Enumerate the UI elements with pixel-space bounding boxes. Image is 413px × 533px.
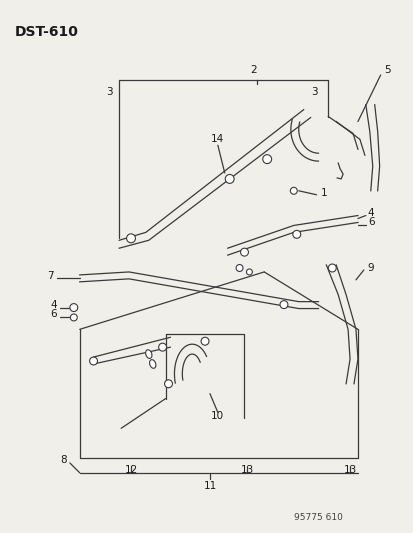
Text: 11: 11: [203, 481, 216, 491]
Text: 6: 6: [50, 310, 57, 319]
Circle shape: [240, 248, 248, 256]
Text: 12: 12: [124, 465, 138, 475]
Circle shape: [328, 264, 335, 272]
Text: 1: 1: [320, 188, 326, 198]
Circle shape: [164, 380, 172, 387]
Text: 10: 10: [211, 411, 224, 422]
Circle shape: [89, 357, 97, 365]
Ellipse shape: [149, 360, 156, 368]
Text: 8: 8: [60, 455, 67, 465]
Circle shape: [292, 230, 300, 238]
Circle shape: [70, 304, 78, 311]
Text: 7: 7: [47, 271, 54, 281]
Text: 4: 4: [367, 207, 373, 217]
Circle shape: [70, 314, 77, 321]
Circle shape: [262, 155, 271, 164]
Circle shape: [290, 187, 297, 194]
Text: 95775 610: 95775 610: [293, 513, 342, 522]
Circle shape: [225, 174, 234, 183]
Circle shape: [279, 301, 287, 309]
Text: 6: 6: [367, 217, 373, 228]
Text: 9: 9: [367, 263, 373, 273]
Text: 3: 3: [311, 87, 317, 97]
Circle shape: [201, 337, 209, 345]
Circle shape: [235, 264, 242, 271]
Ellipse shape: [145, 350, 152, 358]
Text: 2: 2: [249, 65, 256, 75]
Text: 13: 13: [240, 465, 254, 475]
Circle shape: [246, 269, 252, 275]
Text: 13: 13: [343, 465, 356, 475]
Circle shape: [158, 343, 166, 351]
Circle shape: [126, 234, 135, 243]
Text: 3: 3: [106, 87, 112, 97]
Text: 5: 5: [383, 65, 390, 75]
Text: 4: 4: [50, 300, 57, 310]
Text: DST-610: DST-610: [14, 25, 78, 38]
Text: 14: 14: [211, 134, 224, 144]
